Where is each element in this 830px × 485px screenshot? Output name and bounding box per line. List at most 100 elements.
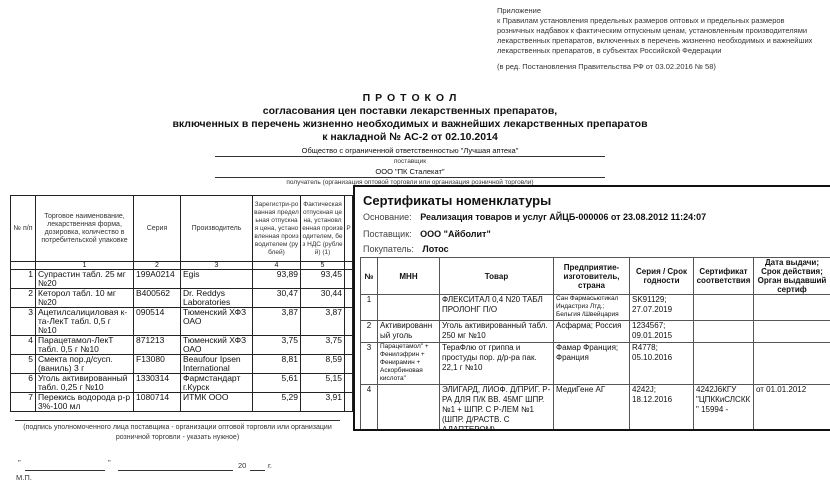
protocol-line1: согласования цен поставки лекарственных …	[262, 105, 558, 117]
table-cell: 4242J; 18.12.2016	[629, 384, 694, 429]
col-header: Дата выдачи; Срок действия; Орган выдавш…	[753, 257, 830, 295]
table-cell: 6	[10, 373, 36, 393]
protocol-title: П Р О Т О К О Л	[362, 92, 458, 104]
table-cell: 4	[360, 384, 378, 429]
supplier-value: ООО "Айболит"	[420, 229, 491, 239]
col-header: Сертификат соответствия	[693, 257, 754, 295]
buyer-label: Покупатель:	[363, 244, 414, 254]
table-cell: 93,45	[300, 269, 345, 289]
table-cell: Фармстандарт г.Курск	[180, 373, 253, 393]
col-header: Торговое наименование, лекарственная фор…	[35, 195, 134, 262]
table-cell: от 01.01.2012	[753, 384, 830, 429]
table-cell	[693, 320, 754, 343]
table-row: 4 Парацетамол-ЛекТ табл. 0,5 г №10 871213 Т…	[10, 335, 353, 355]
date-quote: "	[108, 458, 111, 467]
table-cell: 93,89	[252, 269, 301, 289]
recipient-caption: получатель (организация оптовой торговли…	[286, 179, 534, 186]
col-header: Серия / Срок годности	[629, 257, 694, 295]
buyer-value: Лотос	[422, 244, 449, 254]
table-cell: 3,75	[252, 335, 301, 355]
col-header: Серия	[133, 195, 181, 262]
recipient-field: ООО "ПК Сталекат"	[215, 167, 605, 178]
table-cell: ТераФлю от гриппа и простуды пор. д/р-ра…	[439, 342, 554, 385]
table-cell: ФЛЕКСИТАЛ 0,4 N20 ТАБЛ ПРОЛОНГ П/О	[439, 294, 554, 321]
table-cell: 3	[360, 342, 378, 385]
col-header: МНН	[377, 257, 440, 295]
table-cell: 3,91	[300, 392, 345, 412]
table-cell	[377, 294, 440, 321]
table-cell: 2	[10, 288, 36, 308]
table-row: 4 ЭЛИГАРД, ЛИОФ. Д/ПРИГ. Р-РА ДЛЯ П/К ВВ.…	[360, 384, 830, 429]
table-cell: Активированный уголь	[377, 320, 440, 343]
stamp-label: М.П.	[16, 473, 32, 482]
table-cell: ИТМК ООО	[180, 392, 253, 412]
protocol-line2: включенных в перечень жизненно необходим…	[172, 118, 648, 130]
certificates-title: Сертификаты номенклатуры	[363, 193, 552, 208]
table-cell: 5,61	[252, 373, 301, 393]
table-cell: Сан Фармасьютикал Индастриз Лтд.; Бельги…	[553, 294, 630, 321]
table-cell: 3,87	[252, 307, 301, 336]
table-cell: 2	[360, 320, 378, 343]
col-header: Р	[344, 195, 353, 262]
table-cell: 5,15	[300, 373, 345, 393]
table-cell: 5,29	[252, 392, 301, 412]
table-row: 1 Супрастин табл. 25 мг №20 199A0214 Egis 93…	[10, 269, 353, 289]
table-cell: 30,47	[252, 288, 301, 308]
table-cell: Тюменский ХФЗ ОАО	[180, 335, 253, 355]
col-header: № п/п	[10, 195, 36, 262]
col-header: №	[360, 257, 378, 295]
table-row: 5 Смекта пор.д/сусп. (ваниль) 3 г F13080 Be…	[10, 354, 353, 374]
date-year: 20	[238, 461, 247, 470]
appendix: Приложение к Правилам установления преде…	[497, 6, 817, 72]
basis-label: Основание:	[363, 212, 412, 222]
col-header: Предприятие-изготовитель, страна	[553, 257, 630, 295]
table-cell	[753, 294, 830, 321]
table-cell: Beaufour Ipsen International	[180, 354, 253, 374]
table-cell: 1234567; 09.01.2015	[629, 320, 694, 343]
col-number: 2	[133, 261, 181, 270]
table-cell: Уголь активированный табл. 0,25 г №10	[35, 373, 134, 393]
table-cell	[377, 384, 440, 429]
table-cell: Перекись водорода р-р 3%-100 мл	[35, 392, 134, 412]
table-cell: 4242J6КГУ "ЦПККиСЛСКК" 15994 -	[693, 384, 754, 429]
table-cell: 199A0214	[133, 269, 181, 289]
table-cell: Egis	[180, 269, 253, 289]
protocol-line3: к накладной № АС-2 от 02.10.2014	[322, 131, 498, 143]
table-row: 7 Перекись водорода р-р 3%-100 мл 1080714 И…	[10, 392, 353, 412]
table-cell: 1330314	[133, 373, 181, 393]
certificates-panel: Сертификаты номенклатуры Основание: Реал…	[353, 185, 830, 431]
table-cell: 1	[360, 294, 378, 321]
table-cell: Тюменский ХФЗ ОАО	[180, 307, 253, 336]
date-month-line	[118, 470, 233, 471]
supplier-caption: поставщик	[393, 158, 427, 165]
table-cell: 30,44	[300, 288, 345, 308]
appendix-edition: (в ред. Постановления Правительства РФ о…	[497, 62, 716, 71]
col-number: 5	[300, 261, 345, 270]
table-cell: 4	[10, 335, 36, 355]
table-cell: 3	[10, 307, 36, 336]
appendix-text: к Правилам установления предельных разме…	[497, 16, 813, 55]
signature-line	[15, 420, 340, 421]
table-cell: ЭЛИГАРД, ЛИОФ. Д/ПРИГ. Р-РА ДЛЯ П/К ВВ. …	[439, 384, 554, 429]
col-header: Товар	[439, 257, 554, 295]
table-cell: Уголь активированный табл. 250 мг №10	[439, 320, 554, 343]
table-cell: Асфарма; Россия	[553, 320, 630, 343]
table-cell: 090514	[133, 307, 181, 336]
table-row: 2 Кеторол табл. 10 мг №20 B400562 Dr. Reddy…	[10, 288, 353, 308]
date-year-line	[250, 470, 265, 471]
table-cell: Кеторол табл. 10 мг №20	[35, 288, 134, 308]
date-day-line	[25, 470, 105, 471]
table-cell: 1	[10, 269, 36, 289]
signature-caption: (подпись уполномоченного лица поставщика…	[23, 424, 332, 441]
table-cell: R4778; 05.10.2016	[629, 342, 694, 385]
table-cell: 3,75	[300, 335, 345, 355]
col-number	[10, 261, 36, 270]
table-cell: 3,87	[300, 307, 345, 336]
table-cell: 1080714	[133, 392, 181, 412]
table-cell: Dr. Reddys Laboratories	[180, 288, 253, 308]
col-number: 4	[252, 261, 301, 270]
table-row: 2 Активированный уголь Уголь активированны…	[360, 320, 830, 343]
table-row: 3 Ацетилсалициловая к-та-ЛекТ табл. 0,5 г…	[10, 307, 353, 336]
table-cell	[753, 320, 830, 343]
table-cell: Парацетамол-ЛекТ табл. 0,5 г №10	[35, 335, 134, 355]
